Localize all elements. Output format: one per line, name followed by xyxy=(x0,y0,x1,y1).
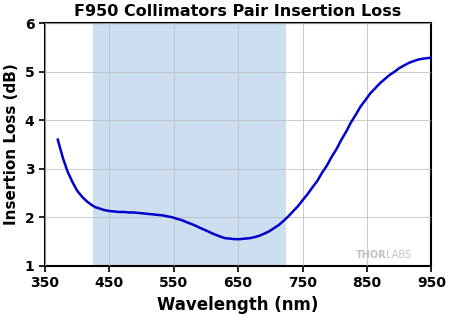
Bar xyxy=(93,23,286,266)
Text: THOR: THOR xyxy=(356,250,386,260)
Title: F950 Collimators Pair Insertion Loss: F950 Collimators Pair Insertion Loss xyxy=(75,4,402,19)
X-axis label: Wavelength (nm): Wavelength (nm) xyxy=(158,296,319,314)
Text: LABS: LABS xyxy=(386,250,411,260)
Y-axis label: Insertion Loss (dB): Insertion Loss (dB) xyxy=(4,64,19,225)
